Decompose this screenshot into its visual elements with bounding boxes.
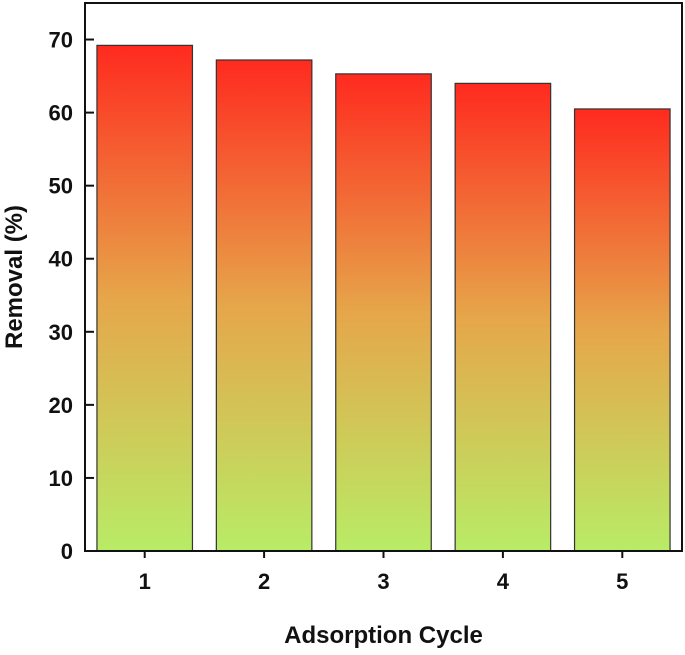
y-tick-label: 10 xyxy=(49,466,73,491)
bar-cycle-3 xyxy=(335,73,432,552)
bar-cycle-1 xyxy=(96,44,194,552)
bars-layer xyxy=(96,44,671,552)
x-axis: 1 2 3 4 5 xyxy=(139,551,628,594)
y-tick-label: 40 xyxy=(49,247,73,272)
x-axis-title: Adsorption Cycle xyxy=(284,622,483,649)
bar-cycle-4 xyxy=(454,82,552,552)
x-tick-label: 4 xyxy=(497,569,510,594)
y-tick-label: 50 xyxy=(49,174,73,199)
y-tick-label: 60 xyxy=(49,101,73,126)
y-tick-label: 20 xyxy=(49,393,73,418)
y-axis-title: Removal (%) xyxy=(1,205,28,349)
x-tick-label: 1 xyxy=(139,569,151,594)
x-tick-label: 3 xyxy=(377,569,389,594)
y-axis: 0 10 20 30 40 50 60 70 xyxy=(49,28,94,564)
x-tick-label: 2 xyxy=(258,569,270,594)
y-tick-label: 30 xyxy=(49,320,73,345)
y-tick-label: 0 xyxy=(61,539,73,564)
bar-cycle-2 xyxy=(215,59,313,552)
y-tick-label: 70 xyxy=(49,28,73,53)
bar-cycle-5 xyxy=(573,108,671,552)
x-tick-label: 5 xyxy=(616,569,628,594)
